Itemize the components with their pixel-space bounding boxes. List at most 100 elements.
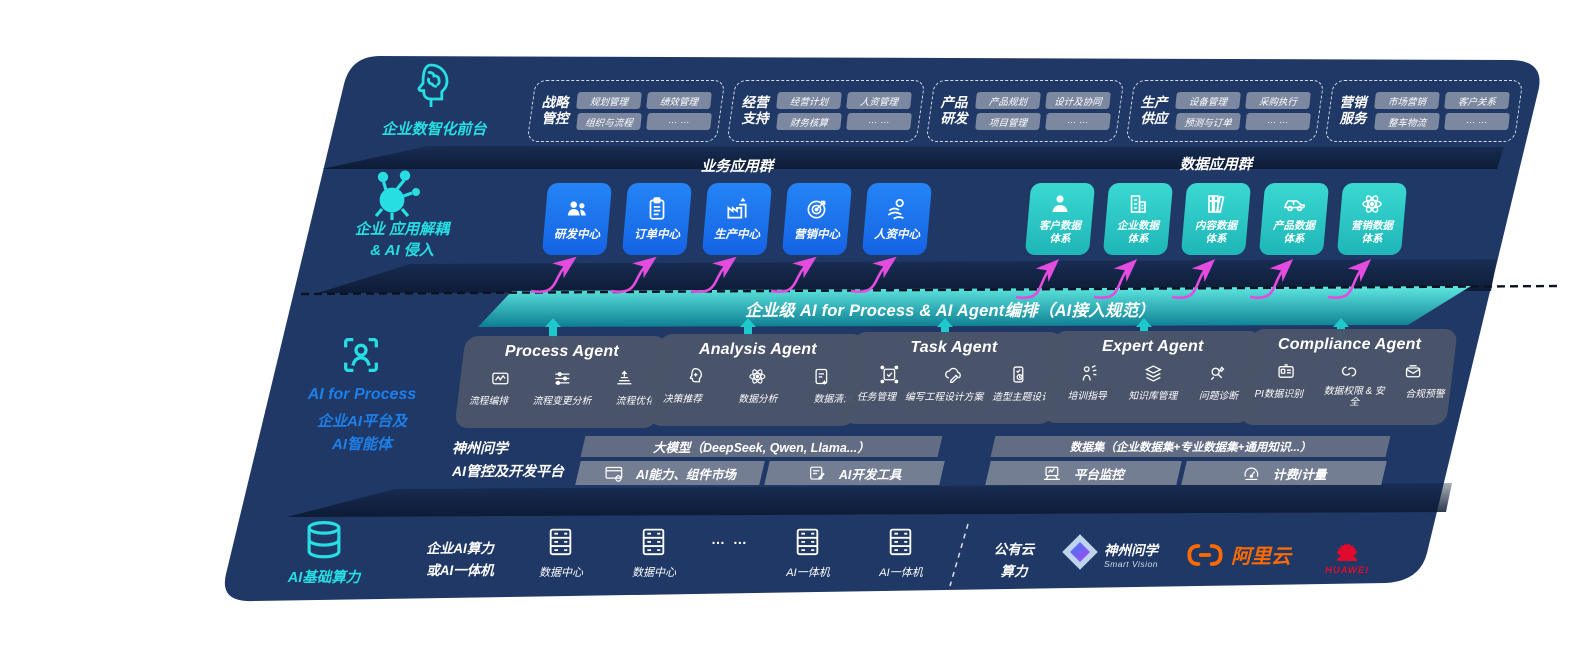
engineering-plan-cloud-icon [945,367,962,384]
agent-compliance: Compliance Agent PI数据识别 数据权限 & 安全 合规预警 [1240,329,1458,425]
dataset-strip-label: 数据集（企业数据集+专业数据集+通用知识...） [1069,441,1312,454]
group-chip: 经营计划 [775,92,842,109]
aifp-label: AI for Process 企业AI平台及 AI智能体 [292,386,432,454]
agent-process: Process Agent 流程编排 流程变更分析 流程优化 [454,336,668,428]
group-title: 战略管控 [541,95,569,126]
agent-item-label: 知识库管理 [1128,391,1178,402]
compliance-alert-icon [1405,365,1421,378]
platform-label-line2: AI管控及开发平台 [452,463,564,479]
agent-item-label: 问题诊断 [1198,391,1239,402]
cloud-line2: 算力 [1000,564,1028,579]
order-clipboard-icon [649,197,665,220]
group-chip: 市场营销 [1374,92,1441,109]
model-strip-label: 大模型（DeepSeek, Qwen, Llama...） [653,441,870,455]
group-title: 经营支持 [741,95,769,126]
data-box-marketing: 营销数据体系 [1336,183,1408,255]
data-box-product: 产品数据体系 [1258,183,1330,255]
group-chip: 组织与流程 [576,113,643,130]
group-chip: 项目管理 [975,113,1042,130]
aifp-line2: 企业AI平台及 [316,413,407,430]
pi-data-id-card-icon [1278,364,1294,378]
server-icon [889,528,912,556]
agent-item-label: 造型主题设计 [992,392,1051,403]
billing-label: 计费/计量 [1272,467,1327,482]
group-chip: 设计及协同 [1045,92,1112,109]
group-chip: … … [845,113,913,130]
flow-optimization-icon [616,370,631,385]
hr-person-icon [887,198,904,220]
agent-item-label: 合规预警 [1405,389,1445,400]
group-chip: 预测与订单 [1174,113,1241,130]
platform-monitor-icon [1044,466,1061,480]
agent-item-label: 数据权限 & 安全 [1323,386,1385,409]
orchestration-bar-label: 企业级 AI for Process & AI Agent编排（AI接入规范） [745,302,1155,320]
problem-diagnosis-icon [1210,366,1224,381]
compute-divider [949,523,969,587]
agent-title: Analysis Agent [698,341,817,358]
group-chip: 绩效管理 [646,92,713,109]
ellipsis-nodes: … … [711,531,749,547]
data-apps-row: 客户数据体系 企业数据体系 内容数据体系 产品数据体系 [1024,183,1408,255]
app-box-marketing: 营销中心 [781,183,853,255]
agent-analysis: Analysis Agent 决策推荐 数据分析 数据清洗 [648,334,866,426]
enterprise-building-icon [1130,195,1146,214]
app-box-label: 研发中心 [554,229,600,241]
group-chip: … … [646,113,713,130]
group-title: 产品研发 [940,95,968,126]
agent-item-label: 流程编排 [468,396,509,407]
ai-market-cell: AI能力、组件市场 [575,461,765,485]
decision-head-icon [689,367,703,383]
group-chip: 规划管理 [576,92,643,109]
agent-expert: Expert Agent 培训指导 知识库管理 问题诊断 [1042,331,1262,423]
front-group-production: 生产供应 设备管理 采购执行 预测与订单 … … [1125,80,1324,142]
app-box-label: 订单中心 [634,229,680,241]
enterprise-line1: 企业AI算力 [426,541,494,556]
content-books-icon [1208,195,1225,214]
agent-item-label: 数据分析 [738,394,778,405]
magenta-arrows-data [1015,259,1372,300]
shelf-wedge-3 [287,483,1452,517]
marketing-atom-icon [1362,195,1382,214]
agent-item-label: 任务管理 [856,392,897,403]
app-box-label: 营销中心 [794,229,840,241]
digital-head-icon [417,63,449,107]
data-clean-icon [815,368,828,385]
group-chip: … … [1045,113,1112,130]
agent-item-label: 决策推荐 [662,394,703,405]
agent-title: Compliance Agent [1278,336,1422,353]
group-chip: 客户关系 [1444,92,1511,109]
data-box-customer: 客户数据体系 [1024,183,1096,255]
front-group-strategy: 战略管控 规划管理 绩效管理 组织与流程 … … [526,80,725,142]
billing-gauge-icon [1244,467,1259,480]
flow-change-analysis-icon [554,371,569,386]
agent-item-label: 流程变更分析 [532,396,592,407]
data-box-label: 客户数据体系 [1039,220,1081,245]
task-management-icon [880,365,899,384]
public-cloud-label: 公有云 算力 [972,538,1056,580]
ai-market-label: AI能力、组件市场 [635,467,736,482]
ai-devtool-icon [809,466,825,480]
ai-market-icon [605,465,623,481]
training-guidance-icon [1082,365,1097,381]
enterprise-compute-label: 企业AI算力 或AI一体机 [398,537,522,579]
agent-task: Task Agent 任务管理 编写工程设计方案 造型主题设计 [842,332,1064,424]
compute-layer-label: AI基础算力 [287,570,361,586]
customer-user-icon [1052,195,1068,213]
data-box-label: 产品数据体系 [1273,220,1315,245]
decouple-label: 企业 应用解耦 & AI 侵入 [318,218,486,260]
server-label: 数据中心 [539,567,583,579]
front-layer-label: 企业数智化前台 [381,121,487,138]
billing-cell: 计费/计量 [1181,461,1387,485]
szwx-subtitle: Smart Vision [1104,559,1159,569]
marketing-target-icon [807,200,826,219]
aliyun-bracket-icon [1187,543,1223,566]
data-box-label: 营销数据体系 [1351,220,1393,245]
data-box-label: 内容数据体系 [1195,220,1237,245]
front-group-operation: 经营支持 经营计划 人资管理 财务核算 … … [726,80,925,142]
data-box-label: 企业数据体系 [1117,220,1159,245]
decouple-line1: 企业 应用解耦 [354,221,450,238]
aifp-line3: AI智能体 [331,436,392,453]
production-factory-icon [727,197,747,219]
model-strip: 大模型（DeepSeek, Qwen, Llama...） [580,436,943,457]
